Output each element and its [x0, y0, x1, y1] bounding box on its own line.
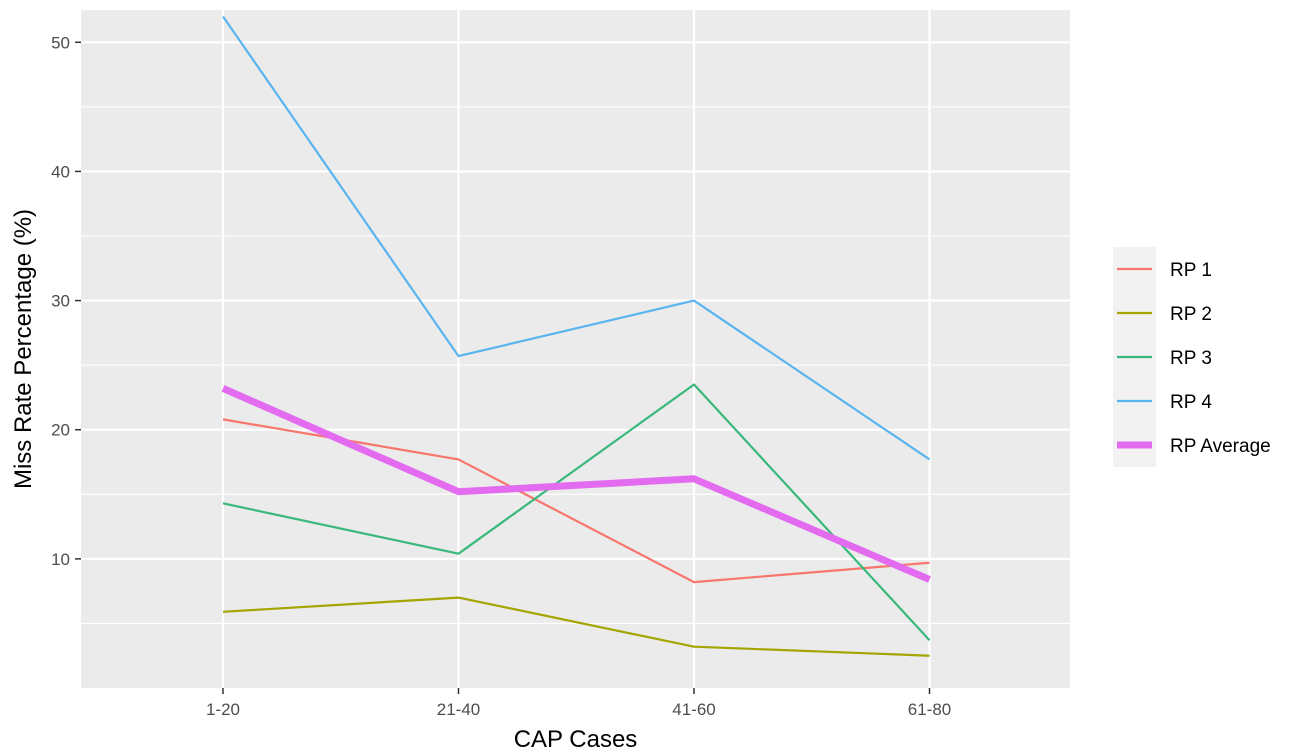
series-line — [221, 385, 931, 583]
series-line — [222, 15, 931, 461]
legend-label: RP 4 — [1170, 392, 1212, 413]
y-tick-label: 50 — [51, 33, 70, 52]
plot-panel — [81, 10, 1070, 688]
x-tick-label: 1-20 — [206, 700, 240, 719]
series-line — [222, 383, 931, 641]
y-tick-label: 10 — [51, 550, 70, 569]
series-lines — [221, 15, 931, 657]
y-axis-ticks: 10 20 30 40 50 — [51, 33, 81, 569]
series-line — [222, 596, 930, 657]
y-tick-label: 30 — [51, 292, 70, 311]
legend-label: RP 2 — [1170, 304, 1212, 325]
legend-label: RP Average — [1170, 436, 1271, 457]
x-axis-title: CAP Cases — [514, 726, 638, 752]
y-axis-title: Miss Rate Percentage (%) — [10, 209, 37, 489]
legend: RP 1 RP 2 RP 3 RP 4 RP Average — [1113, 247, 1271, 467]
x-tick-label: 61-80 — [908, 700, 951, 719]
y-tick-label: 40 — [51, 162, 70, 181]
major-gridlines — [81, 10, 1070, 688]
x-axis-ticks: 1-20 21-40 41-60 61-80 — [206, 688, 951, 719]
minor-gridlines — [81, 106, 1070, 624]
legend-label: RP 1 — [1170, 260, 1212, 281]
x-tick-label: 21-40 — [437, 700, 480, 719]
x-tick-label: 41-60 — [672, 700, 715, 719]
legend-label: RP 3 — [1170, 348, 1212, 369]
y-tick-label: 20 — [51, 421, 70, 440]
